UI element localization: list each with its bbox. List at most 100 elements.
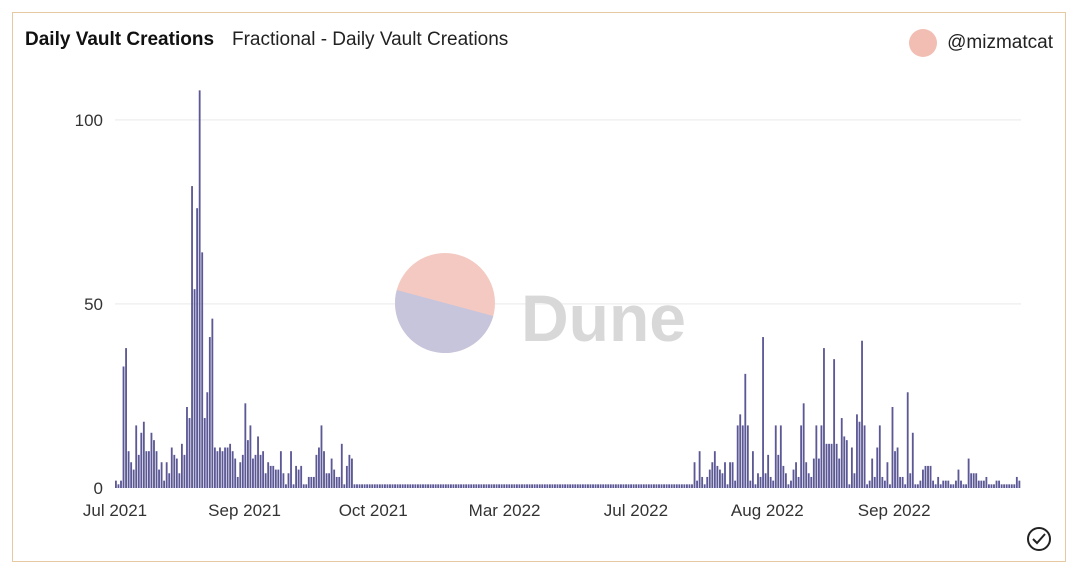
bar [566,484,569,488]
bar [216,451,219,488]
bar [140,432,143,488]
bar [495,484,498,488]
bar [569,484,572,488]
bar [399,484,402,488]
bar [706,476,709,488]
bar [967,458,970,488]
bar [488,484,490,488]
bar [231,451,234,488]
bar [175,458,178,488]
bar [447,484,450,488]
bar [485,484,488,488]
bar [587,484,589,488]
bar [548,484,551,488]
bar [460,484,462,488]
bar [703,484,706,488]
bar [962,484,965,488]
bar [320,425,323,488]
bar [312,476,315,488]
bar [637,484,640,488]
bar [579,484,582,488]
bar [229,443,232,488]
bar [977,480,980,488]
bar [751,451,754,488]
bar [305,484,308,488]
bar [713,451,716,488]
bar [820,425,823,488]
watermark-text: Dune [521,281,686,355]
bar [929,465,932,488]
query-name-link[interactable]: Fractional - Daily Vault Creations [232,29,509,50]
bar [736,425,739,488]
bar [635,484,638,488]
bar [779,425,782,488]
bar [183,454,186,488]
bar [163,480,166,488]
bar [599,484,602,488]
bar [264,473,267,488]
bar [711,462,714,488]
bar [444,484,447,488]
bar [914,484,917,488]
bar [630,484,633,488]
bar [145,451,148,488]
bar [784,473,787,488]
bar [889,484,891,488]
bar [721,473,724,488]
bar [368,484,371,488]
bar [226,447,229,488]
bar [1005,484,1008,488]
bar [490,484,493,488]
bar [901,476,904,488]
bar [853,473,856,488]
bar [909,473,912,488]
bar [417,484,419,488]
bar [866,484,869,488]
bar [561,484,564,488]
bar [982,480,985,488]
bar [411,484,414,488]
bar [241,454,244,488]
bar [574,484,577,488]
bar [995,480,998,488]
bar [391,484,394,488]
bar [828,443,830,488]
bar [252,458,254,488]
bar [274,469,277,488]
bar [972,473,975,488]
bar [173,454,176,488]
bar [475,484,478,488]
bar [193,289,196,488]
x-tick-label: Oct 2021 [339,501,408,520]
bar [650,484,653,488]
bar [848,484,851,488]
bar [335,476,338,488]
x-tick-label: Aug 2022 [731,501,804,520]
bar [147,451,150,488]
bar [975,473,978,488]
bar [934,484,937,488]
bar [716,465,719,488]
bar [774,425,777,488]
bar [612,484,615,488]
bar [546,484,549,488]
bar [949,484,952,488]
bar [323,451,325,488]
bar [262,451,265,488]
bar [617,484,620,488]
bar [371,484,374,488]
bar [802,403,805,488]
bar [272,465,275,488]
bar [318,447,320,488]
bar [406,484,409,488]
bar [729,462,731,488]
bar [442,484,445,488]
x-tick-label: Sep 2022 [858,501,931,520]
bar [782,465,785,488]
author-link[interactable]: @mizmatcat [909,29,1053,57]
bar [424,484,427,488]
chart-title: Daily Vault Creations [25,29,215,50]
bar [790,480,792,488]
bar [653,484,655,488]
bar [180,443,183,488]
